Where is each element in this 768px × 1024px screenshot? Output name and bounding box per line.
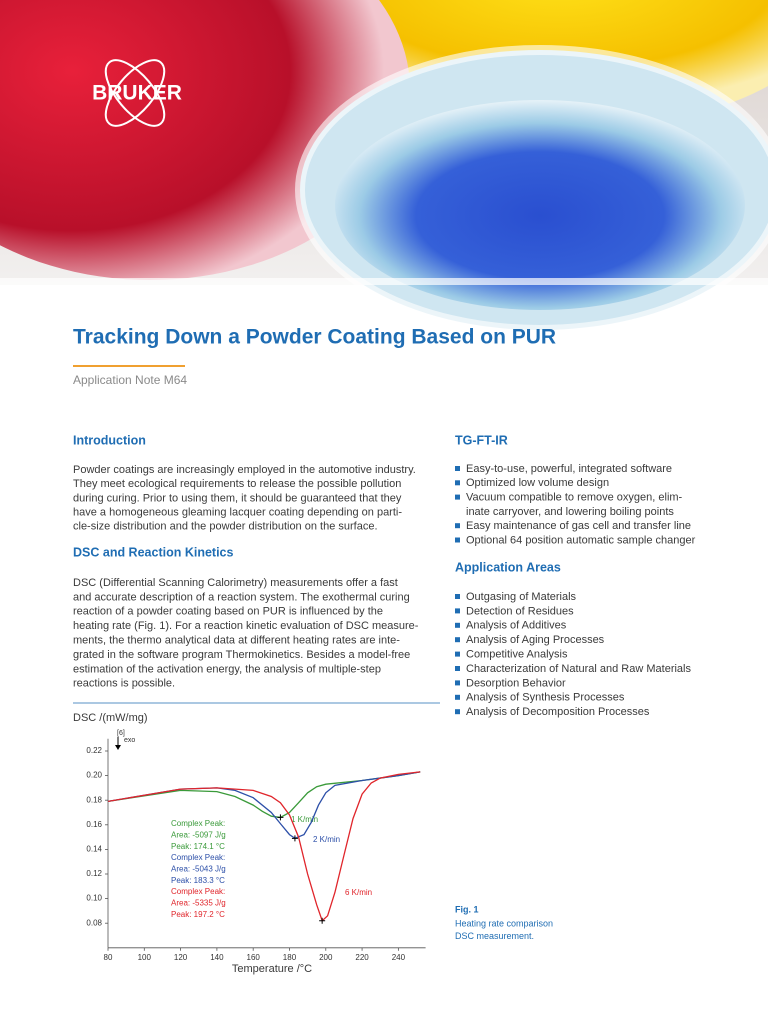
- y-axis-label: DSC /(mW/mg): [73, 712, 148, 724]
- annotation: Peak: 197.2 °C: [171, 910, 225, 919]
- list-item: Easy maintenance of gas cell and transfe…: [466, 520, 691, 532]
- annotation: Area: -5097 J/g: [171, 831, 226, 840]
- peak-marker: [291, 835, 298, 842]
- annotation: Area: -5335 J/g: [171, 899, 226, 908]
- title: Tracking Down a Powder Coating Based on …: [73, 326, 556, 349]
- figure-label: Fig. 1: [455, 904, 479, 914]
- curve: [107, 771, 421, 819]
- x-tick-label: 220: [355, 953, 369, 962]
- list-item: inate carryover, and lowering boiling po…: [466, 506, 674, 518]
- y-tick-label: 0.16: [86, 820, 102, 829]
- paragraph-line: heating rate (Fig. 1). For a reaction ki…: [73, 620, 419, 632]
- bullet: [455, 709, 460, 715]
- bullet: [455, 694, 460, 700]
- x-tick-label: 200: [319, 953, 333, 962]
- x-tick-label: 160: [247, 953, 261, 962]
- paragraph-line: and accurate description of a reaction s…: [73, 591, 410, 603]
- bullet: [455, 666, 460, 671]
- bullet: [455, 680, 460, 686]
- paragraph-line: have a homogeneous gleaming lacquer coat…: [73, 507, 402, 519]
- annotation: Complex Peak:: [171, 853, 225, 862]
- y-tick-label: 0.22: [86, 746, 102, 755]
- paragraph-line: ments, the thermo analytical data at dif…: [73, 635, 400, 647]
- paragraph-line: reaction of a powder coating based on PU…: [73, 606, 383, 618]
- figure-caption: Heating rate comparison: [455, 918, 553, 928]
- bullet: [455, 523, 460, 529]
- list-item: Optional 64 position automatic sample ch…: [466, 534, 696, 546]
- logo: BRUKER: [92, 59, 182, 127]
- y-tick-label: 0.08: [86, 918, 102, 927]
- list-item: Characterization of Natural and Raw Mate…: [466, 663, 691, 675]
- x-tick-label: 240: [392, 953, 406, 962]
- bullet: [455, 637, 460, 643]
- logo-text: BRUKER: [92, 82, 182, 105]
- chart: DSC /(mW/mg) [6]exo 0.08 0.10 0.12 0.14 0.16 0.…: [73, 712, 426, 975]
- y-tick-label: 0.20: [86, 771, 102, 780]
- figure-caption: DSC measurement.: [455, 931, 534, 941]
- subtitle: Application Note M64: [73, 373, 187, 387]
- y-tick-label: 0.14: [86, 845, 102, 854]
- list-item: Desorption Behavior: [466, 677, 566, 689]
- list-item: Easy-to-use, powerful, integrated softwa…: [466, 463, 672, 475]
- paragraph-line: estimation of the activation energy, the…: [73, 663, 381, 675]
- annotation: Complex Peak:: [171, 887, 225, 896]
- paragraph-line: They meet ecological requirements to rel…: [73, 478, 401, 490]
- paragraph-line: DSC (Differential Scanning Calorimetry) …: [73, 577, 398, 589]
- list-item: Competitive Analysis: [466, 649, 568, 661]
- list-item: Vacuum compatible to remove oxygen, elim…: [466, 492, 683, 504]
- x-tick-label: 180: [283, 953, 297, 962]
- annotation: Area: -5043 J/g: [171, 865, 226, 874]
- exo-label: exo: [124, 737, 135, 744]
- x-tick-label: 140: [210, 953, 224, 962]
- x-tick-label: 80: [104, 953, 113, 962]
- y-tick-label: 0.12: [86, 869, 102, 878]
- y-tick-label: 0.10: [86, 894, 102, 903]
- annotation: Peak: 183.3 °C: [171, 876, 225, 885]
- bullet: [455, 651, 460, 657]
- list-item: Outgasing of Materials: [466, 591, 577, 603]
- paragraph-line: during curing. Prior to using them, it s…: [73, 492, 402, 504]
- exo-arrowhead: [115, 745, 121, 750]
- section-heading: Application Areas: [455, 560, 561, 574]
- list-item: Analysis of Aging Processes: [466, 634, 605, 646]
- curve-label: 2 K/min: [313, 835, 340, 844]
- peak-marker: [319, 917, 326, 924]
- bullet: [455, 466, 460, 471]
- bullet: [455, 480, 460, 486]
- section-heading: DSC and Reaction Kinetics: [73, 545, 233, 559]
- list-item: Analysis of Synthesis Processes: [466, 692, 625, 704]
- curve-label: 1 K/min: [291, 815, 318, 824]
- paragraph-line: reactions is possible.: [73, 678, 175, 690]
- bullet: [455, 594, 460, 599]
- bullet: [455, 537, 460, 543]
- curve-label: 6 K/min: [345, 888, 372, 897]
- paragraph-line: Powder coatings are increasingly employe…: [73, 464, 416, 476]
- x-tick-label: 100: [138, 953, 152, 962]
- bullet: [455, 608, 460, 614]
- title-rule: [73, 365, 185, 367]
- bullet: [455, 622, 460, 628]
- x-tick-label: 120: [174, 953, 188, 962]
- annotation: Complex Peak:: [171, 819, 225, 828]
- section-heading: TG-FT-IR: [455, 433, 508, 447]
- list-item: Optimized low volume design: [466, 477, 609, 489]
- list-item: Detection of Residues: [466, 605, 574, 617]
- curve: [107, 771, 421, 922]
- paragraph-line: grated in the software program Thermokin…: [73, 649, 410, 661]
- section-heading: Introduction: [73, 433, 146, 447]
- bullet: [455, 494, 460, 500]
- annotation: Peak: 174.1 °C: [171, 842, 225, 851]
- peak-marker: [277, 814, 284, 821]
- y-note: [6]: [117, 730, 125, 737]
- list-item: Analysis of Decomposition Processes: [466, 706, 650, 718]
- y-tick-label: 0.18: [86, 795, 102, 804]
- paragraph-line: cle-size distribution and the powder dis…: [73, 521, 378, 533]
- header-photo: [0, 0, 768, 335]
- list-item: Analysis of Additives: [466, 620, 567, 632]
- x-axis-label: Temperature /°C: [232, 963, 312, 975]
